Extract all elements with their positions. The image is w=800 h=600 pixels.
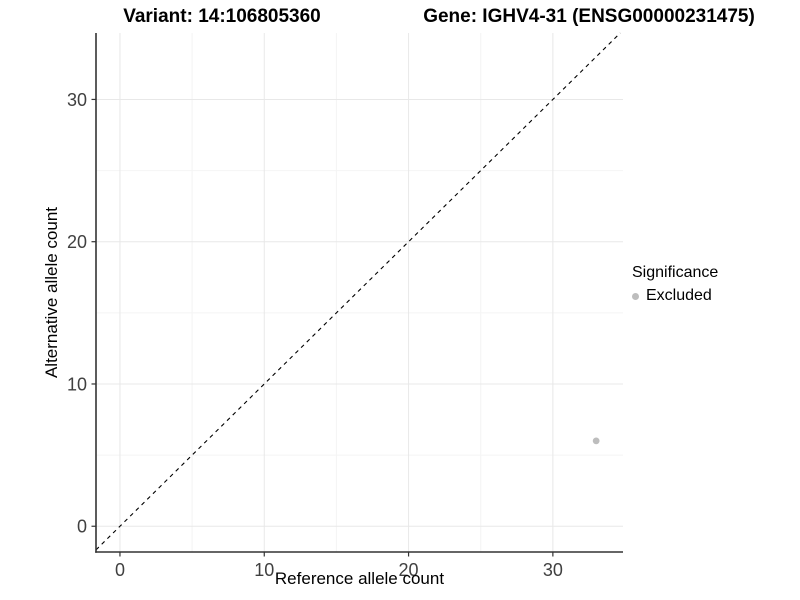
axis-lines <box>95 33 623 553</box>
identity-dashed-line <box>95 32 621 551</box>
x-tick-labels: 0 10 20 30 <box>115 560 563 580</box>
y-tick-labels: 0 10 20 30 <box>67 90 87 537</box>
variant-title: Variant: 14:106805360 <box>123 6 321 27</box>
svg-text:30: 30 <box>67 90 87 110</box>
svg-text:20: 20 <box>399 560 419 580</box>
excluded-point-icon <box>632 292 639 300</box>
svg-text:0: 0 <box>77 517 87 537</box>
y-axis-title: Alternative allele count <box>42 206 61 379</box>
legend-item-label: Excluded <box>646 287 712 304</box>
svg-text:30: 30 <box>543 560 563 580</box>
legend-title: Significance <box>632 264 719 281</box>
svg-text:20: 20 <box>67 232 87 252</box>
svg-text:10: 10 <box>67 374 87 394</box>
svg-text:10: 10 <box>254 560 274 580</box>
legend: Significance Excluded <box>632 264 718 305</box>
data-point-excluded <box>592 437 600 445</box>
grid-major <box>96 33 623 552</box>
svg-text:0: 0 <box>115 560 125 580</box>
gene-title: Gene: IGHV4-31 (ENSG00000231475) <box>423 6 755 27</box>
legend-item-excluded: Excluded <box>632 287 718 305</box>
data-points <box>592 437 600 445</box>
x-axis-title: Reference allele count <box>274 569 445 588</box>
grid-minor <box>96 33 623 552</box>
tick-marks <box>91 98 554 557</box>
